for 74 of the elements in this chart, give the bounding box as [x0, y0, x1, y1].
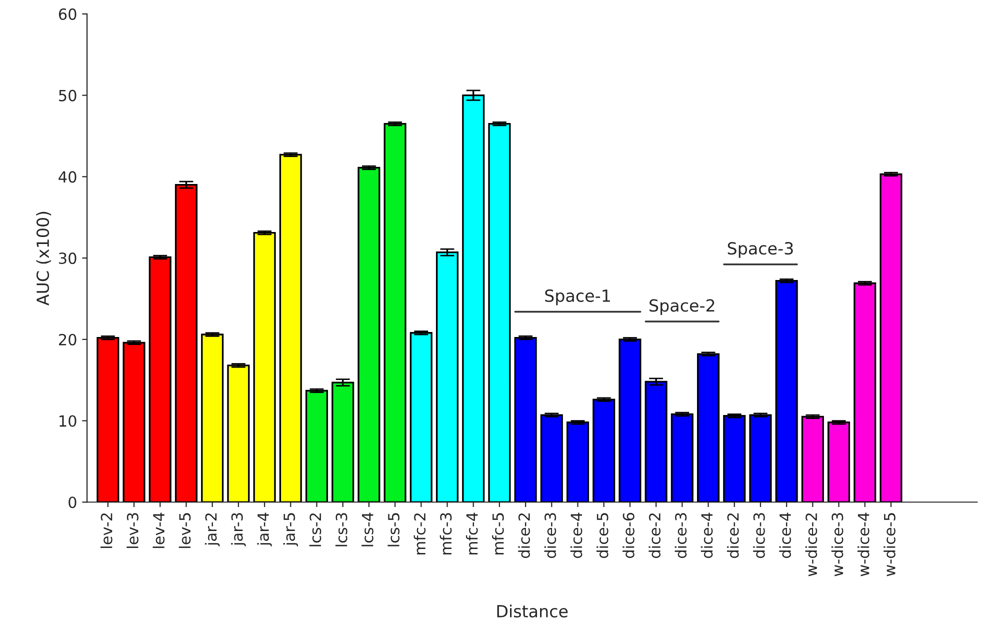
bar — [723, 415, 746, 502]
x-tick-label: dice-2 — [518, 513, 530, 558]
bar — [148, 256, 172, 502]
x-tick-label: dice-3 — [674, 513, 687, 558]
bar — [174, 184, 198, 502]
y-axis-title: AUC (x100) — [36, 212, 52, 306]
x-tick-label: lcs-2 — [309, 513, 322, 546]
bar — [854, 282, 876, 502]
x-tick-label: lcs-3 — [335, 513, 348, 546]
x-tick-label: lcs-4 — [362, 512, 374, 546]
x-tick-label: mfc-2 — [414, 513, 426, 554]
x-tick-label: w-dice-3 — [831, 513, 844, 576]
x-tick-label: jar-2 — [204, 513, 220, 546]
bar — [514, 336, 537, 502]
bar — [227, 364, 250, 502]
x-tick-label: mfc-4 — [466, 512, 478, 554]
x-tick-label: w-dice-4 — [858, 512, 870, 576]
y-tick-label: 60 — [58, 8, 76, 20]
y-tick-label: 20 — [58, 334, 76, 346]
x-tick-label: dice-2 — [726, 513, 739, 558]
bar — [279, 154, 302, 502]
y-tick-label: 30 — [59, 252, 76, 264]
bar — [462, 94, 485, 502]
bar — [436, 252, 459, 502]
x-tick-label: dice-3 — [753, 513, 765, 558]
bar — [358, 166, 380, 502]
bar — [540, 414, 563, 502]
x-tick-label: dice-4 — [570, 512, 582, 558]
annotation: Space-2 — [650, 299, 714, 315]
y-tick-label: 10 — [60, 415, 76, 427]
bar — [644, 380, 668, 502]
y-tick-label: 0 — [68, 496, 76, 508]
bar — [828, 422, 850, 502]
bar — [253, 232, 276, 502]
bar — [775, 280, 798, 502]
bar — [332, 382, 354, 502]
x-tick-label: jar-3 — [231, 513, 246, 546]
annotation: Space-1 — [545, 289, 610, 306]
bar — [488, 122, 511, 502]
x-tick-label: lev-4 — [152, 512, 165, 548]
annotation: Space-3 — [728, 242, 793, 258]
x-tick-label: mfc-3 — [440, 513, 452, 554]
bar — [801, 416, 824, 502]
bar — [592, 398, 616, 502]
y-tick-label: 40 — [58, 171, 76, 183]
bar — [122, 342, 146, 502]
x-tick-label: lcs-5 — [388, 513, 400, 546]
x-tick-label: lev-3 — [126, 513, 138, 548]
bar — [96, 336, 120, 502]
y-tick-label: 50 — [59, 90, 76, 102]
bar — [749, 414, 772, 502]
bar — [384, 122, 406, 502]
x-axis-title: Distance — [497, 604, 568, 618]
x-tick-label: dice-4 — [700, 512, 713, 558]
x-tick-label: lev-5 — [178, 513, 191, 548]
x-tick-label: jar-5 — [283, 513, 298, 546]
x-tick-label: jar-4 — [257, 512, 272, 546]
x-tick-label: mfc-5 — [492, 513, 504, 554]
bar — [618, 338, 642, 502]
bar — [697, 353, 720, 502]
x-tick-label: dice-5 — [596, 513, 608, 558]
bar — [410, 332, 432, 502]
x-tick-label: dice-4 — [779, 512, 792, 558]
x-tick-label: w-dice-5 — [884, 513, 896, 576]
x-tick-label: dice-2 — [648, 513, 660, 558]
x-tick-label: dice-3 — [544, 513, 556, 558]
x-tick-label: dice-6 — [622, 512, 634, 558]
bar — [566, 422, 590, 502]
bar — [201, 334, 224, 502]
bar — [670, 413, 694, 502]
x-tick-label: w-dice-2 — [805, 513, 818, 576]
bar — [305, 390, 328, 502]
bar — [880, 173, 902, 502]
x-tick-label: lev-2 — [100, 513, 112, 548]
